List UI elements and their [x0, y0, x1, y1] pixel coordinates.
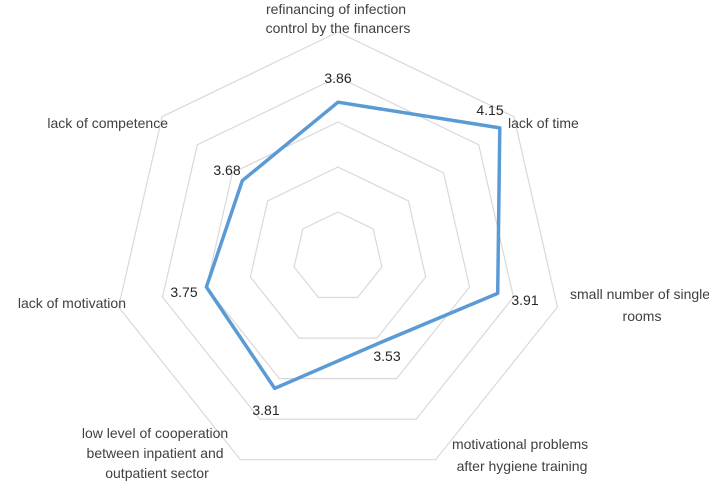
grid-ring-3: [161, 76, 515, 420]
value-label-6: 3.68: [213, 162, 240, 178]
value-label-3: 3.53: [373, 348, 400, 364]
category-label-2: small number of single rooms: [570, 286, 709, 324]
grid-ring-0: [293, 211, 383, 299]
value-label-0: 3.86: [324, 70, 351, 86]
value-label-4: 3.81: [252, 402, 279, 418]
category-label-5: lack of motivation: [18, 295, 126, 311]
series-line-0: [204, 100, 502, 391]
value-label-2: 3.91: [511, 292, 538, 308]
category-labels: refinancing of infection control by the …: [18, 1, 709, 481]
value-label-5: 3.75: [170, 284, 197, 300]
value-label-1: 4.15: [476, 102, 503, 118]
category-label-0: refinancing of infection control by the …: [266, 1, 411, 36]
value-labels: 3.86 4.15 3.91 3.53 3.81 3.75 3.68: [170, 70, 538, 418]
radar-grid: [117, 31, 559, 461]
grid-ring-1: [249, 166, 427, 339]
radar-series: [204, 100, 502, 391]
category-label-3: motivational problems after hygiene trai…: [452, 436, 592, 474]
category-label-4: low level of cooperation between inpatie…: [82, 425, 232, 481]
category-label-1: lack of time: [508, 115, 579, 131]
grid-ring-4: [117, 31, 559, 461]
category-label-6: lack of competence: [47, 115, 168, 131]
grid-ring-2: [205, 121, 471, 380]
